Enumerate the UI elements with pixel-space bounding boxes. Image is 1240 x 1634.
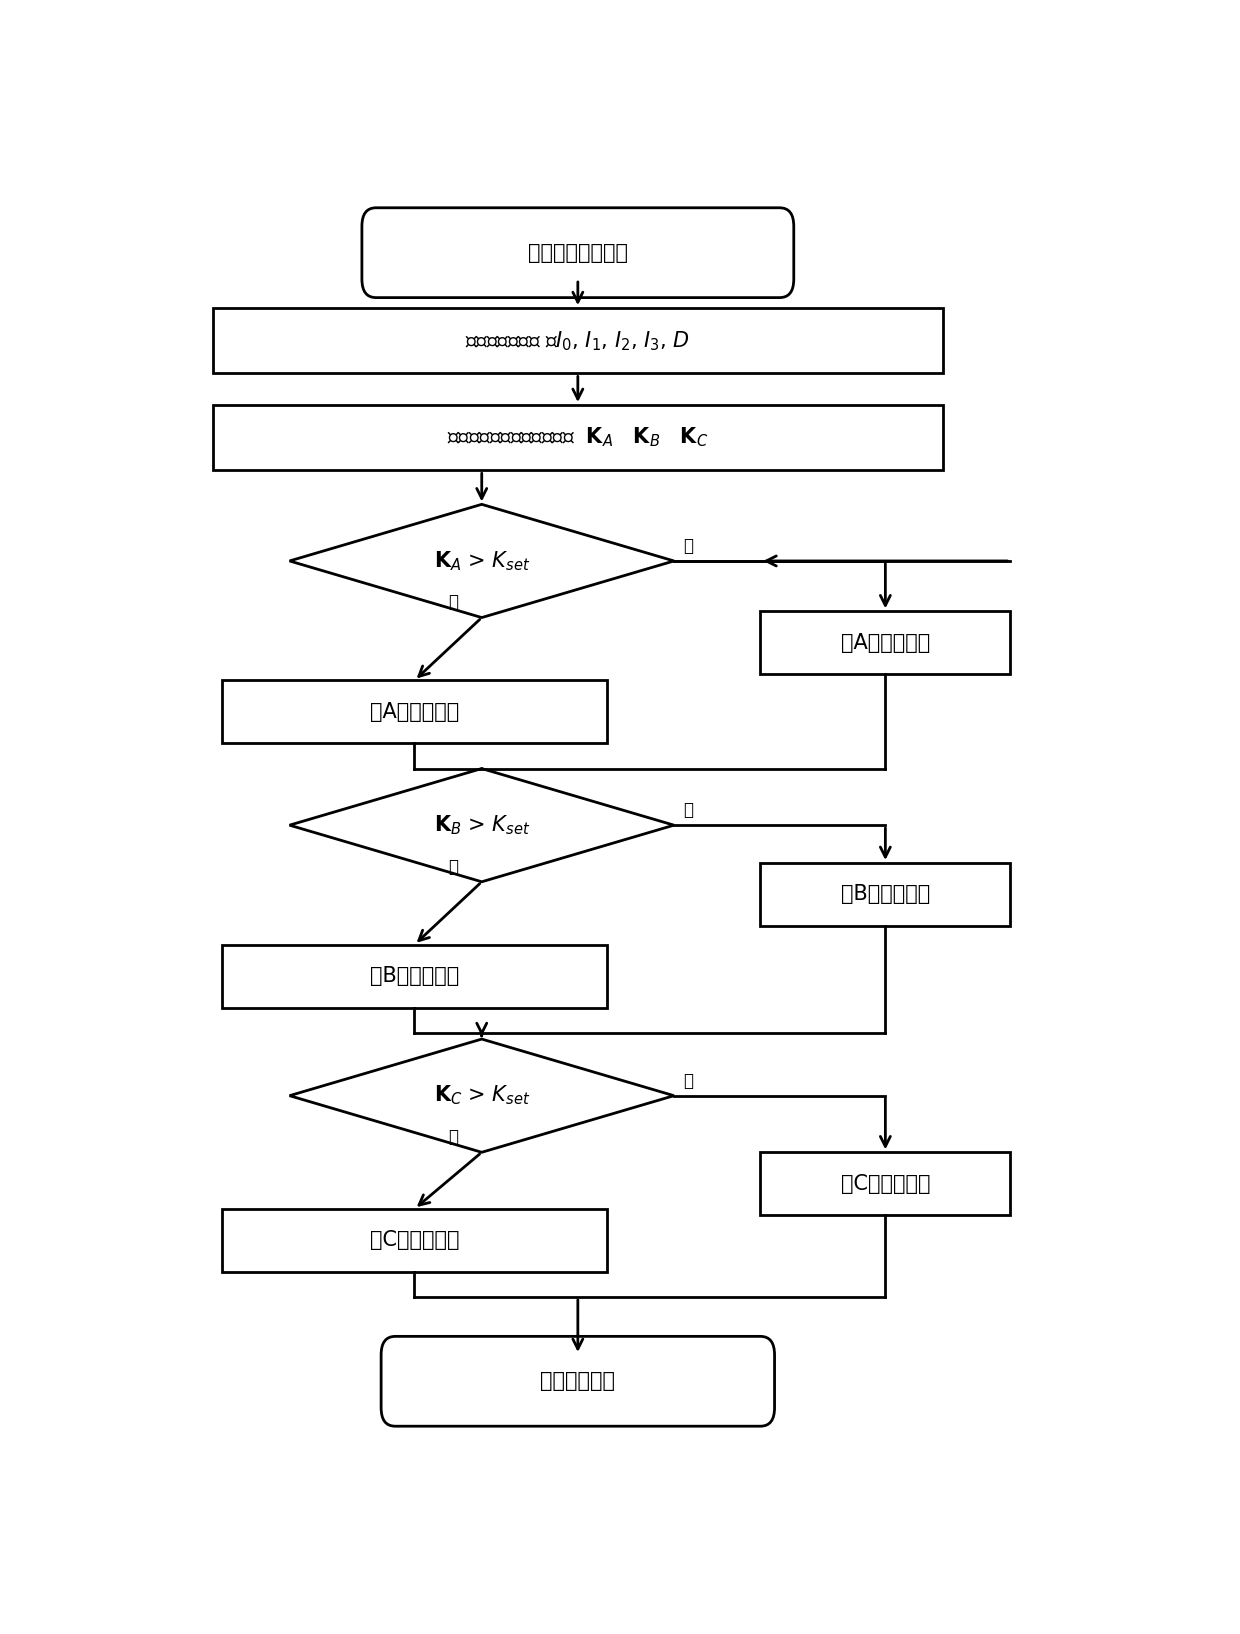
Text: 置A相谐波标志: 置A相谐波标志 [841,632,930,652]
Polygon shape [290,1039,675,1152]
FancyBboxPatch shape [381,1337,775,1426]
Bar [760,863,1011,926]
Text: 否: 否 [448,858,458,876]
Text: $\mathbf{K}_A$ > $K_{set}$: $\mathbf{K}_A$ > $K_{set}$ [434,549,529,574]
Bar [213,405,942,471]
Text: 清C相谐波标志: 清C相谐波标志 [370,1230,459,1250]
Text: $\mathbf{K}_C$ > $K_{set}$: $\mathbf{K}_C$ > $K_{set}$ [434,1083,529,1108]
Bar [760,1152,1011,1216]
Text: 计算变压器电流 中$I_0$, $I_1$, $I_2$, $I_3$, $D$: 计算变压器电流 中$I_0$, $I_1$, $I_2$, $I_3$, $D$ [465,328,691,353]
Text: $\mathbf{K}_B$ > $K_{set}$: $\mathbf{K}_B$ > $K_{set}$ [434,814,529,837]
Text: 否: 否 [448,1127,458,1145]
Bar [222,1209,606,1271]
Text: 计算各相涌流综合判据系数  $\mathbf{K}_A$   $\mathbf{K}_B$   $\mathbf{K}_C$: 计算各相涌流综合判据系数 $\mathbf{K}_A$ $\mathbf{K}_… [448,426,708,449]
Bar [760,611,1011,675]
Text: 是: 是 [683,801,693,819]
Text: 置C相谐波标志: 置C相谐波标志 [841,1173,930,1194]
Text: 是: 是 [683,1072,693,1090]
Polygon shape [290,768,675,882]
Text: 是: 是 [683,538,693,556]
Bar [213,309,942,374]
Text: 否: 否 [448,593,458,611]
Bar [222,944,606,1008]
Text: 清A相谐波标志: 清A相谐波标志 [370,703,459,722]
Text: 清B相谐波标志: 清B相谐波标志 [370,966,459,987]
Bar [222,680,606,743]
FancyBboxPatch shape [362,208,794,297]
Text: 谐波判断出口: 谐波判断出口 [541,1371,615,1391]
Text: 谐波判断逻辑入口: 谐波判断逻辑入口 [528,243,627,263]
Text: 置B相谐波标志: 置B相谐波标志 [841,884,930,904]
Polygon shape [290,505,675,618]
